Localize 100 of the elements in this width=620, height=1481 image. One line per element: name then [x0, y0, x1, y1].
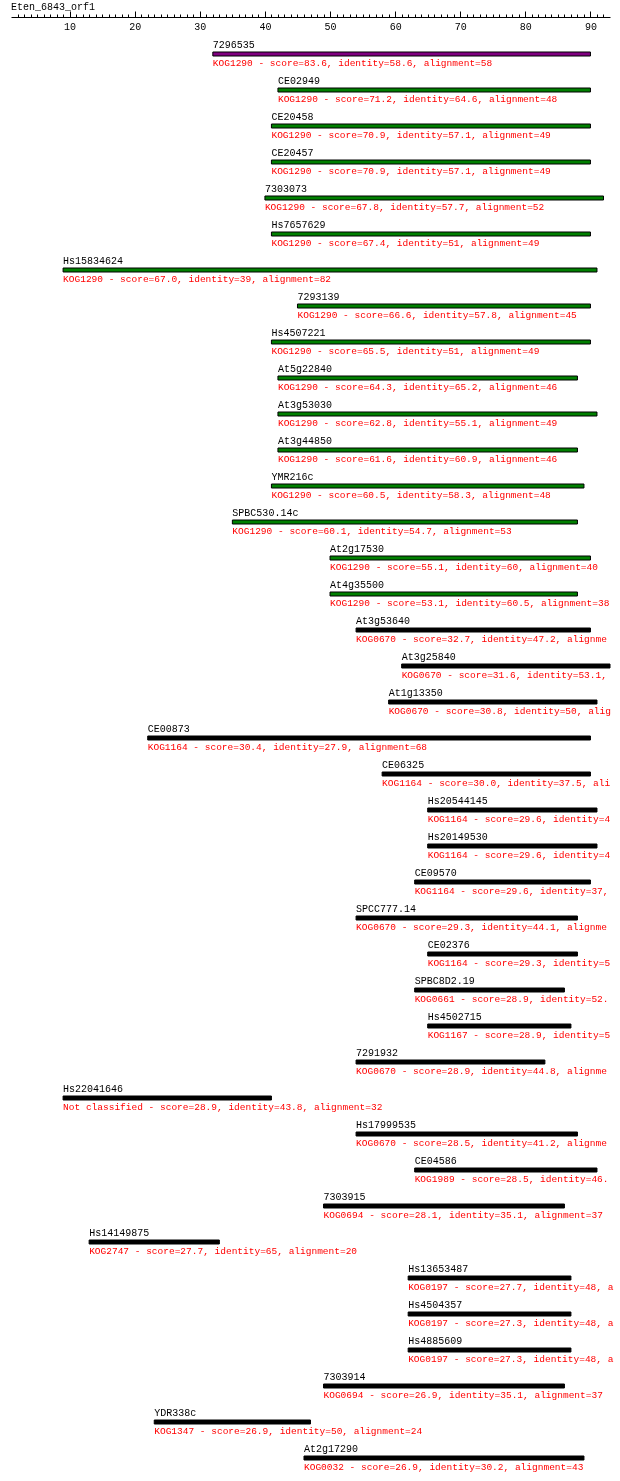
y-tick-label: Hs4504357 [408, 1300, 463, 1311]
data-label: KOG1290 - score=55.1, identity=60, alignment=40 [330, 562, 599, 573]
bar [414, 879, 591, 885]
bar [303, 1455, 585, 1461]
y-tick-label: At3g53640 [356, 616, 411, 627]
chart-title: Eten_6843_orf1 [11, 1, 96, 13]
bar [264, 195, 604, 201]
bar [414, 987, 565, 993]
data-label: KOG0670 - score=28.9, identity=44.8, alignme [356, 1066, 608, 1077]
y-tick-label: At3g53030 [277, 400, 332, 411]
data-label: KOG1290 - score=67.0, identity=39, alignment=82 [63, 274, 332, 285]
bar [270, 123, 591, 129]
y-tick-label: SPBC8D2.19 [414, 976, 475, 987]
data-label: KOG0197 - score=27.3, identity=48, a [408, 1318, 614, 1329]
bar [427, 843, 598, 849]
bar [277, 375, 578, 381]
bar [270, 231, 591, 237]
data-label: KOG1290 - score=70.9, identity=57.1, alignment=49 [271, 130, 552, 141]
x-tick-label: 40 [259, 21, 272, 33]
data-label: KOG0197 - score=27.7, identity=48, a [408, 1282, 614, 1293]
data-label: KOG0694 - score=26.9, identity=35.1, alignment=37 [323, 1390, 603, 1401]
y-tick-label: At4g35500 [330, 580, 385, 591]
data-label: KOG0670 - score=28.5, identity=41.2, alignme [356, 1138, 608, 1149]
data-label: KOG1164 - score=29.6, identity=37, [414, 886, 609, 897]
x-tick-label: 90 [584, 21, 597, 33]
data-label: KOG0694 - score=28.1, identity=35.1, alignment=37 [323, 1210, 603, 1221]
data-label: KOG0670 - score=29.3, identity=44.1, alignme [356, 922, 608, 933]
y-tick-label: Hs14149875 [89, 1228, 150, 1239]
y-tick-label: 7303073 [264, 184, 307, 195]
bar [277, 411, 598, 417]
bar [355, 1059, 546, 1065]
y-tick-label: 7291932 [356, 1048, 399, 1059]
y-tick-label: CE20457 [271, 148, 314, 159]
bar [388, 699, 598, 705]
y-tick-label: Hs15834624 [63, 256, 124, 267]
data-label: KOG1290 - score=71.2, identity=64.6, alignment=48 [277, 94, 558, 105]
data-label: KOG1290 - score=64.3, identity=65.2, alignment=46 [277, 382, 558, 393]
data-label: KOG1164 - score=29.6, identity=4 [427, 814, 611, 825]
data-label: KOG0032 - score=26.9, identity=30.2, alignment=43 [303, 1462, 584, 1473]
bar [296, 303, 591, 309]
bar [323, 1383, 565, 1389]
y-tick-label: Hs20149530 [427, 832, 488, 843]
y-tick-label: SPBC530.14c [232, 508, 299, 519]
bar [414, 1167, 598, 1173]
data-label: KOG0197 - score=27.3, identity=48, a [408, 1354, 614, 1365]
data-label: KOG1164 - score=30.4, identity=27.9, alignment=68 [147, 742, 428, 753]
x-tick-label: 60 [389, 21, 402, 33]
y-tick-label: Hs4502715 [427, 1012, 482, 1023]
y-tick-label: CE02376 [427, 940, 470, 951]
bar [329, 555, 591, 561]
data-label: Not classified - score=28.9, identity=43.8, alignment=32 [63, 1102, 383, 1113]
x-tick-label: 30 [194, 21, 207, 33]
y-tick-label: CE04586 [414, 1156, 457, 1167]
data-label: KOG0670 - score=30.8, identity=50, alig [388, 706, 611, 717]
bar [329, 591, 578, 597]
y-tick-label: 7296535 [212, 40, 255, 51]
bar [62, 267, 598, 273]
y-tick-label: At3g44850 [277, 436, 332, 447]
y-tick-label: Hs4885609 [408, 1336, 463, 1347]
bar [355, 1131, 578, 1137]
x-tick-label: 80 [519, 21, 532, 33]
bar [407, 1347, 572, 1353]
data-label: KOG1167 - score=28.9, identity=5 [427, 1030, 611, 1041]
data-label: KOG1290 - score=53.1, identity=60.5, alignment=38 [330, 598, 610, 609]
y-tick-label: Hs22041646 [63, 1084, 124, 1095]
x-tick-label: 70 [454, 21, 467, 33]
data-label: KOG1164 - score=29.6, identity=4 [427, 850, 611, 861]
y-tick-label: Hs4507221 [271, 328, 326, 339]
bar [270, 339, 591, 345]
data-label: KOG1164 - score=29.3, identity=5 [427, 958, 611, 969]
bar [407, 1275, 572, 1281]
data-label: KOG1290 - score=67.4, identity=51, alignment=49 [271, 238, 540, 249]
bar [62, 1095, 272, 1101]
data-label: KOG0670 - score=32.7, identity=47.2, alignme [356, 634, 608, 645]
bar [277, 447, 578, 453]
y-tick-label: SPCC777.14 [356, 904, 417, 915]
data-label: KOG1290 - score=70.9, identity=57.1, alignment=49 [271, 166, 552, 177]
data-label: KOG1290 - score=65.5, identity=51, alignment=49 [271, 346, 540, 357]
data-label: KOG1290 - score=60.1, identity=54.7, alignment=53 [232, 526, 513, 537]
bar [401, 663, 611, 669]
bar [88, 1239, 220, 1245]
bar [355, 915, 578, 921]
y-tick-label: CE20458 [271, 112, 314, 123]
bar [153, 1419, 311, 1425]
bar [427, 951, 578, 957]
bar [323, 1203, 565, 1209]
y-tick-label: At5g22840 [277, 364, 332, 375]
data-label: KOG1290 - score=62.8, identity=55.1, alignment=49 [277, 418, 558, 429]
bar [270, 159, 591, 165]
data-label: KOG1989 - score=28.5, identity=46. [414, 1174, 609, 1185]
y-tick-label: Hs20544145 [427, 796, 488, 807]
data-label: KOG1347 - score=26.9, identity=50, alignment=24 [154, 1426, 423, 1437]
y-tick-label: CE09570 [414, 868, 457, 879]
bar [231, 519, 578, 525]
y-tick-label: At2g17290 [303, 1444, 358, 1455]
data-label: KOG1290 - score=83.6, identity=58.6, alignment=58 [212, 58, 493, 69]
y-tick-label: At3g25840 [401, 652, 456, 663]
data-label: KOG1290 - score=66.6, identity=57.8, alignment=45 [297, 310, 578, 321]
y-tick-label: 7303914 [323, 1372, 366, 1383]
y-tick-label: CE00873 [147, 724, 190, 735]
